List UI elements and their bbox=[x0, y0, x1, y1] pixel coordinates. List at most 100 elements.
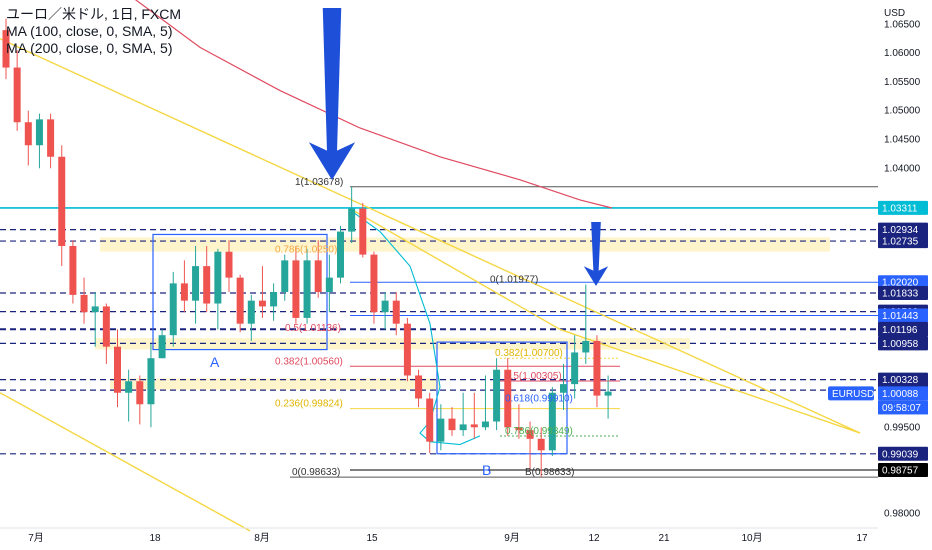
candle-31 bbox=[348, 186, 356, 244]
legend-symbol[interactable]: ユーロ／米ドル, 1日, FXCM bbox=[6, 6, 182, 22]
y-tick-5: 1.04000 bbox=[884, 163, 921, 174]
x-tick-3: 15 bbox=[366, 533, 378, 544]
x-tick-1: 18 bbox=[149, 533, 161, 544]
symbol-tag-bg bbox=[828, 386, 874, 401]
price-tag-10: 1.00328 bbox=[882, 375, 919, 386]
candle-36 bbox=[403, 317, 411, 382]
candle-25 bbox=[281, 254, 289, 301]
candle-15 bbox=[169, 271, 177, 347]
price-tag-bg-4 bbox=[878, 286, 928, 301]
candle-53 bbox=[593, 335, 601, 408]
candle-30 bbox=[337, 225, 344, 284]
arrow-small-shape bbox=[583, 222, 609, 286]
candle-40 bbox=[448, 407, 456, 436]
price-tag-bg-9 bbox=[878, 336, 928, 351]
fib-label-4: 0.236(0.99824) bbox=[275, 399, 343, 410]
moving-averages bbox=[134, 0, 613, 446]
candle-50 bbox=[560, 363, 567, 411]
envelope-line bbox=[351, 210, 481, 446]
fibonacci-labels: 1(1.03678) 0.786(1.0250) 0.5(1.01136) 0.382… bbox=[275, 177, 574, 478]
candle-7 bbox=[80, 277, 88, 324]
trend-line-0 bbox=[0, 38, 861, 434]
candle-body-23 bbox=[258, 300, 266, 307]
x-tick-7: 10月 bbox=[741, 532, 762, 544]
candle-43 bbox=[481, 375, 489, 431]
price-tag-bg-8 bbox=[878, 322, 928, 337]
y-tick-7: 0.98000 bbox=[884, 509, 921, 520]
y-tick-1: 1.06000 bbox=[884, 48, 921, 59]
trend-line-1 bbox=[0, 392, 251, 532]
candle-52 bbox=[582, 284, 590, 364]
candle-body-8 bbox=[91, 306, 99, 313]
x-tick-6: 21 bbox=[658, 533, 670, 544]
candle-4 bbox=[47, 113, 55, 169]
candle-13 bbox=[147, 343, 155, 428]
highlight-zone-0 bbox=[100, 237, 830, 252]
candle-body-30 bbox=[337, 231, 344, 278]
candle-38 bbox=[426, 392, 434, 454]
candle-body-10 bbox=[114, 346, 121, 393]
candle-body-50 bbox=[560, 384, 567, 393]
price-tag-bg-14 bbox=[878, 463, 928, 478]
countdown-bg bbox=[878, 400, 928, 415]
countdown-label: 09:58:07 bbox=[882, 403, 921, 414]
x-tick-8: 17 bbox=[856, 533, 868, 544]
price-tag-4: 1.01833 bbox=[882, 289, 919, 300]
legend-ma100[interactable]: MA (100, close, 0, SMA, 5) bbox=[6, 23, 173, 39]
price-tag-14: 0.98757 bbox=[882, 466, 919, 477]
y-tick-3: 1.05000 bbox=[884, 106, 921, 117]
candle-body-20 bbox=[225, 251, 233, 278]
candle-45 bbox=[504, 358, 512, 436]
candle-body-9 bbox=[102, 306, 110, 347]
candle-body-11 bbox=[125, 381, 133, 393]
price-tag-bg-13 bbox=[878, 446, 928, 461]
x-tick-5: 12 bbox=[588, 533, 600, 544]
candle-41 bbox=[459, 392, 467, 436]
candle-body-40 bbox=[448, 418, 456, 431]
candle-body-15 bbox=[169, 283, 177, 336]
candle-body-14 bbox=[158, 335, 166, 359]
candle-0 bbox=[2, 18, 10, 80]
candle-body-48 bbox=[537, 438, 545, 451]
candle-body-18 bbox=[203, 266, 211, 304]
time-axis[interactable]: 7月 18 8月 15 9月 12 21 10月 17 bbox=[0, 527, 878, 544]
candle-body-25 bbox=[281, 260, 289, 293]
candle-26 bbox=[292, 245, 300, 324]
candle-11 bbox=[125, 369, 133, 422]
fib-label-3: 0.382(1.00560) bbox=[275, 356, 343, 367]
candle-body-5 bbox=[58, 156, 66, 246]
x-tick-0: 7月 bbox=[28, 532, 44, 544]
fib-label-5: 0(0.98633) bbox=[292, 467, 340, 478]
candle-17 bbox=[192, 245, 200, 324]
arrow-large-shape bbox=[308, 8, 356, 180]
candle-body-52 bbox=[582, 340, 590, 353]
candle-37 bbox=[415, 369, 423, 408]
fib-label-2: 0.5(1.01136) bbox=[285, 323, 341, 334]
price-tag-bg-2 bbox=[878, 234, 928, 249]
y-tick-2: 1.05500 bbox=[884, 77, 921, 88]
candle-body-32 bbox=[359, 208, 367, 255]
candle-14 bbox=[158, 329, 166, 359]
candle-33 bbox=[370, 251, 378, 324]
candle-body-24 bbox=[270, 292, 278, 307]
candle-22 bbox=[247, 294, 255, 341]
candle-body-54 bbox=[604, 391, 612, 396]
candle-16 bbox=[180, 260, 188, 313]
price-tag-12: 1.00088 bbox=[882, 389, 919, 400]
fib-label-11: B(0.98633) bbox=[525, 467, 574, 478]
candle-body-21 bbox=[236, 277, 244, 324]
candle-body-7 bbox=[80, 294, 88, 313]
candle-44 bbox=[493, 358, 501, 431]
candle-body-46 bbox=[515, 427, 523, 431]
legend-ma200[interactable]: MA (200, close, 0, SMA, 5) bbox=[6, 40, 173, 56]
candle-35 bbox=[392, 292, 400, 336]
candle-27 bbox=[303, 248, 311, 324]
y-tick-4: 1.04500 bbox=[884, 135, 921, 146]
candle-12 bbox=[136, 375, 144, 425]
fib-label-0: 1(1.03678) bbox=[295, 177, 343, 188]
price-tag-6: 1.01443 bbox=[882, 311, 919, 322]
horizontal-levels bbox=[0, 186, 878, 478]
letter-b: B bbox=[482, 462, 491, 478]
